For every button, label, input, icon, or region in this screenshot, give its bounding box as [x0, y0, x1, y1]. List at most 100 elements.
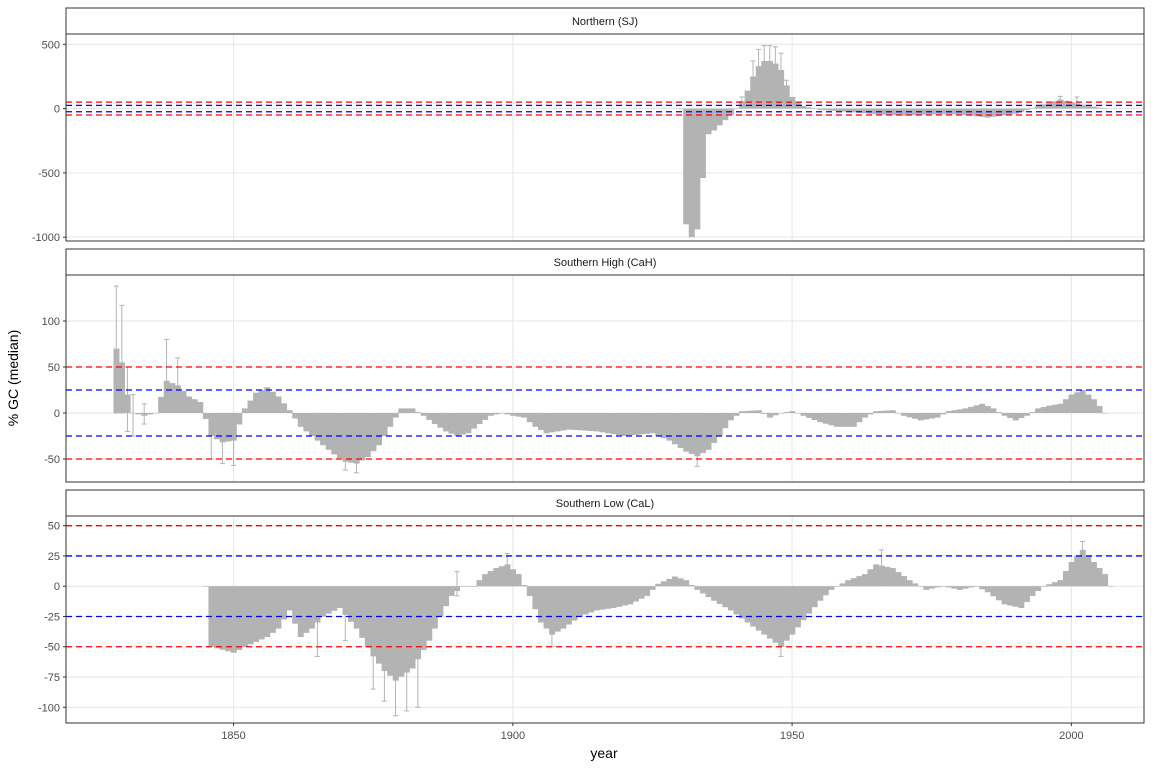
bar	[979, 403, 986, 413]
bar	[342, 586, 349, 615]
bar	[873, 411, 880, 413]
bar	[800, 586, 807, 621]
bar	[839, 413, 846, 427]
bar	[476, 580, 483, 587]
bar	[264, 387, 271, 413]
bar	[510, 413, 517, 416]
bar	[789, 411, 796, 413]
bar	[856, 413, 863, 423]
bar	[537, 586, 544, 623]
bar	[828, 108, 835, 111]
bar	[984, 406, 991, 413]
bar	[498, 413, 505, 414]
bar	[945, 586, 952, 588]
bar	[940, 586, 947, 587]
bar	[409, 408, 416, 413]
bar	[521, 585, 528, 587]
bar	[426, 586, 433, 641]
bar	[1046, 584, 1053, 587]
bar	[688, 413, 695, 454]
bar	[973, 586, 980, 587]
bar	[660, 413, 667, 439]
bar	[940, 413, 947, 415]
bar	[470, 586, 477, 587]
bar	[839, 108, 846, 112]
bar	[431, 586, 438, 629]
bar	[521, 413, 528, 418]
bar	[1012, 586, 1019, 607]
bar	[392, 586, 399, 681]
y-tick-label: -1000	[32, 232, 60, 244]
bar	[800, 106, 807, 109]
bar	[1040, 407, 1047, 413]
bar	[342, 413, 349, 462]
bar	[610, 586, 617, 608]
bar	[610, 413, 617, 435]
bar	[683, 108, 690, 225]
bar	[1029, 412, 1036, 413]
bar	[230, 586, 237, 653]
bar	[543, 586, 550, 629]
bar	[247, 400, 254, 413]
bar	[247, 586, 254, 645]
bar	[990, 586, 997, 597]
bar	[353, 413, 360, 464]
bar	[381, 413, 388, 436]
bar	[225, 413, 232, 442]
bar	[420, 413, 427, 416]
bar	[331, 413, 338, 455]
bar	[275, 586, 282, 629]
bar	[984, 108, 991, 118]
bar	[789, 586, 796, 635]
bar	[727, 413, 734, 421]
x-tick-label: 1950	[780, 730, 804, 742]
bar	[582, 413, 589, 431]
bar	[834, 586, 840, 587]
bar	[1102, 108, 1109, 110]
bar	[577, 413, 584, 431]
bar	[744, 90, 751, 109]
bar	[850, 413, 857, 427]
bar	[537, 413, 544, 431]
bar	[320, 586, 327, 617]
bar	[716, 586, 723, 604]
bar	[599, 413, 606, 433]
bar	[828, 586, 835, 590]
bar	[621, 413, 628, 436]
bar	[1096, 406, 1103, 413]
bar	[214, 413, 221, 440]
bar	[716, 413, 723, 436]
bar	[945, 411, 952, 413]
bar	[772, 586, 779, 643]
bar	[878, 565, 885, 587]
bar	[627, 586, 634, 605]
bar	[487, 571, 494, 587]
bar	[951, 586, 958, 589]
bar	[281, 586, 288, 620]
bar	[487, 413, 494, 416]
bar	[711, 108, 718, 131]
bar	[962, 586, 969, 589]
bar	[498, 566, 505, 587]
bar	[744, 586, 751, 623]
bar	[320, 413, 327, 446]
bar	[783, 85, 790, 109]
bar	[1029, 586, 1036, 596]
bar	[571, 586, 578, 621]
bar	[995, 586, 1002, 601]
bar	[1012, 108, 1019, 114]
bar	[1102, 574, 1109, 587]
bar	[677, 578, 684, 587]
bar	[794, 413, 801, 414]
bar	[269, 586, 276, 633]
bar	[716, 108, 723, 126]
bar	[1057, 403, 1064, 413]
bar	[1079, 104, 1086, 109]
bar	[202, 586, 209, 587]
bar	[995, 412, 1002, 413]
bar	[448, 586, 455, 596]
bar	[1068, 394, 1075, 413]
bar	[281, 403, 288, 413]
bar	[884, 410, 891, 413]
bar	[632, 586, 639, 602]
